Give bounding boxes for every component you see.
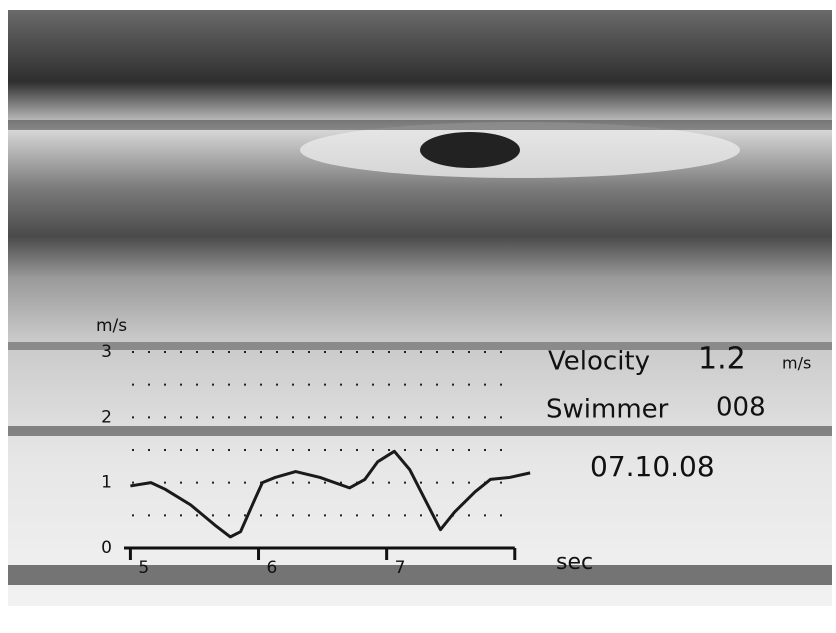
velocity-line xyxy=(130,449,531,539)
video-frame xyxy=(8,10,832,606)
x-tick-label: 5 xyxy=(138,558,149,578)
y-tick-label: 2 xyxy=(101,407,112,427)
lane-line xyxy=(8,565,832,585)
y-tick-label: 3 xyxy=(101,342,112,362)
x-tick-label: 7 xyxy=(395,558,406,578)
chart: m/s sec 0 1 2 3 5 6 7 xyxy=(96,316,593,578)
swimmer-label: Swimmer xyxy=(546,395,669,425)
y-axis-label: m/s xyxy=(96,316,127,336)
lane-line xyxy=(8,342,832,350)
y-tick-label: 1 xyxy=(101,473,112,493)
velocity-label: Velocity xyxy=(548,347,650,377)
date: 07.10.08 xyxy=(590,450,715,483)
x-tick-label: 6 xyxy=(267,558,278,578)
velocity-unit: m/s xyxy=(782,354,811,373)
y-tick-label: 0 xyxy=(101,538,112,558)
swimmer xyxy=(420,132,520,168)
swimmer-id: 008 xyxy=(716,393,766,423)
x-axis-label: sec xyxy=(556,550,593,575)
velocity-value: 1.2 xyxy=(698,342,746,377)
lane-line xyxy=(8,426,832,436)
lane-line xyxy=(8,120,832,130)
